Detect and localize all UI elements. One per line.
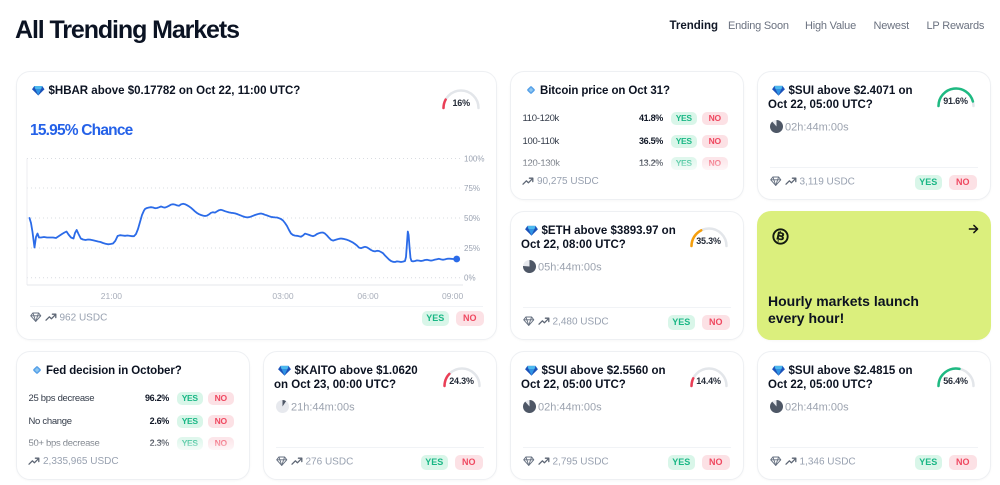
svg-text:25%: 25% [464, 244, 480, 253]
svg-text:75%: 75% [464, 184, 480, 193]
svg-text:100%: 100% [464, 155, 484, 164]
svg-text:50%: 50% [464, 214, 480, 223]
svg-text:03:00: 03:00 [272, 291, 294, 301]
svg-text:0%: 0% [464, 274, 476, 283]
svg-text:06:00: 06:00 [357, 291, 379, 301]
svg-text:09:00: 09:00 [442, 291, 464, 301]
svg-text:21:00: 21:00 [101, 291, 123, 301]
svg-text:B: B [775, 230, 785, 243]
